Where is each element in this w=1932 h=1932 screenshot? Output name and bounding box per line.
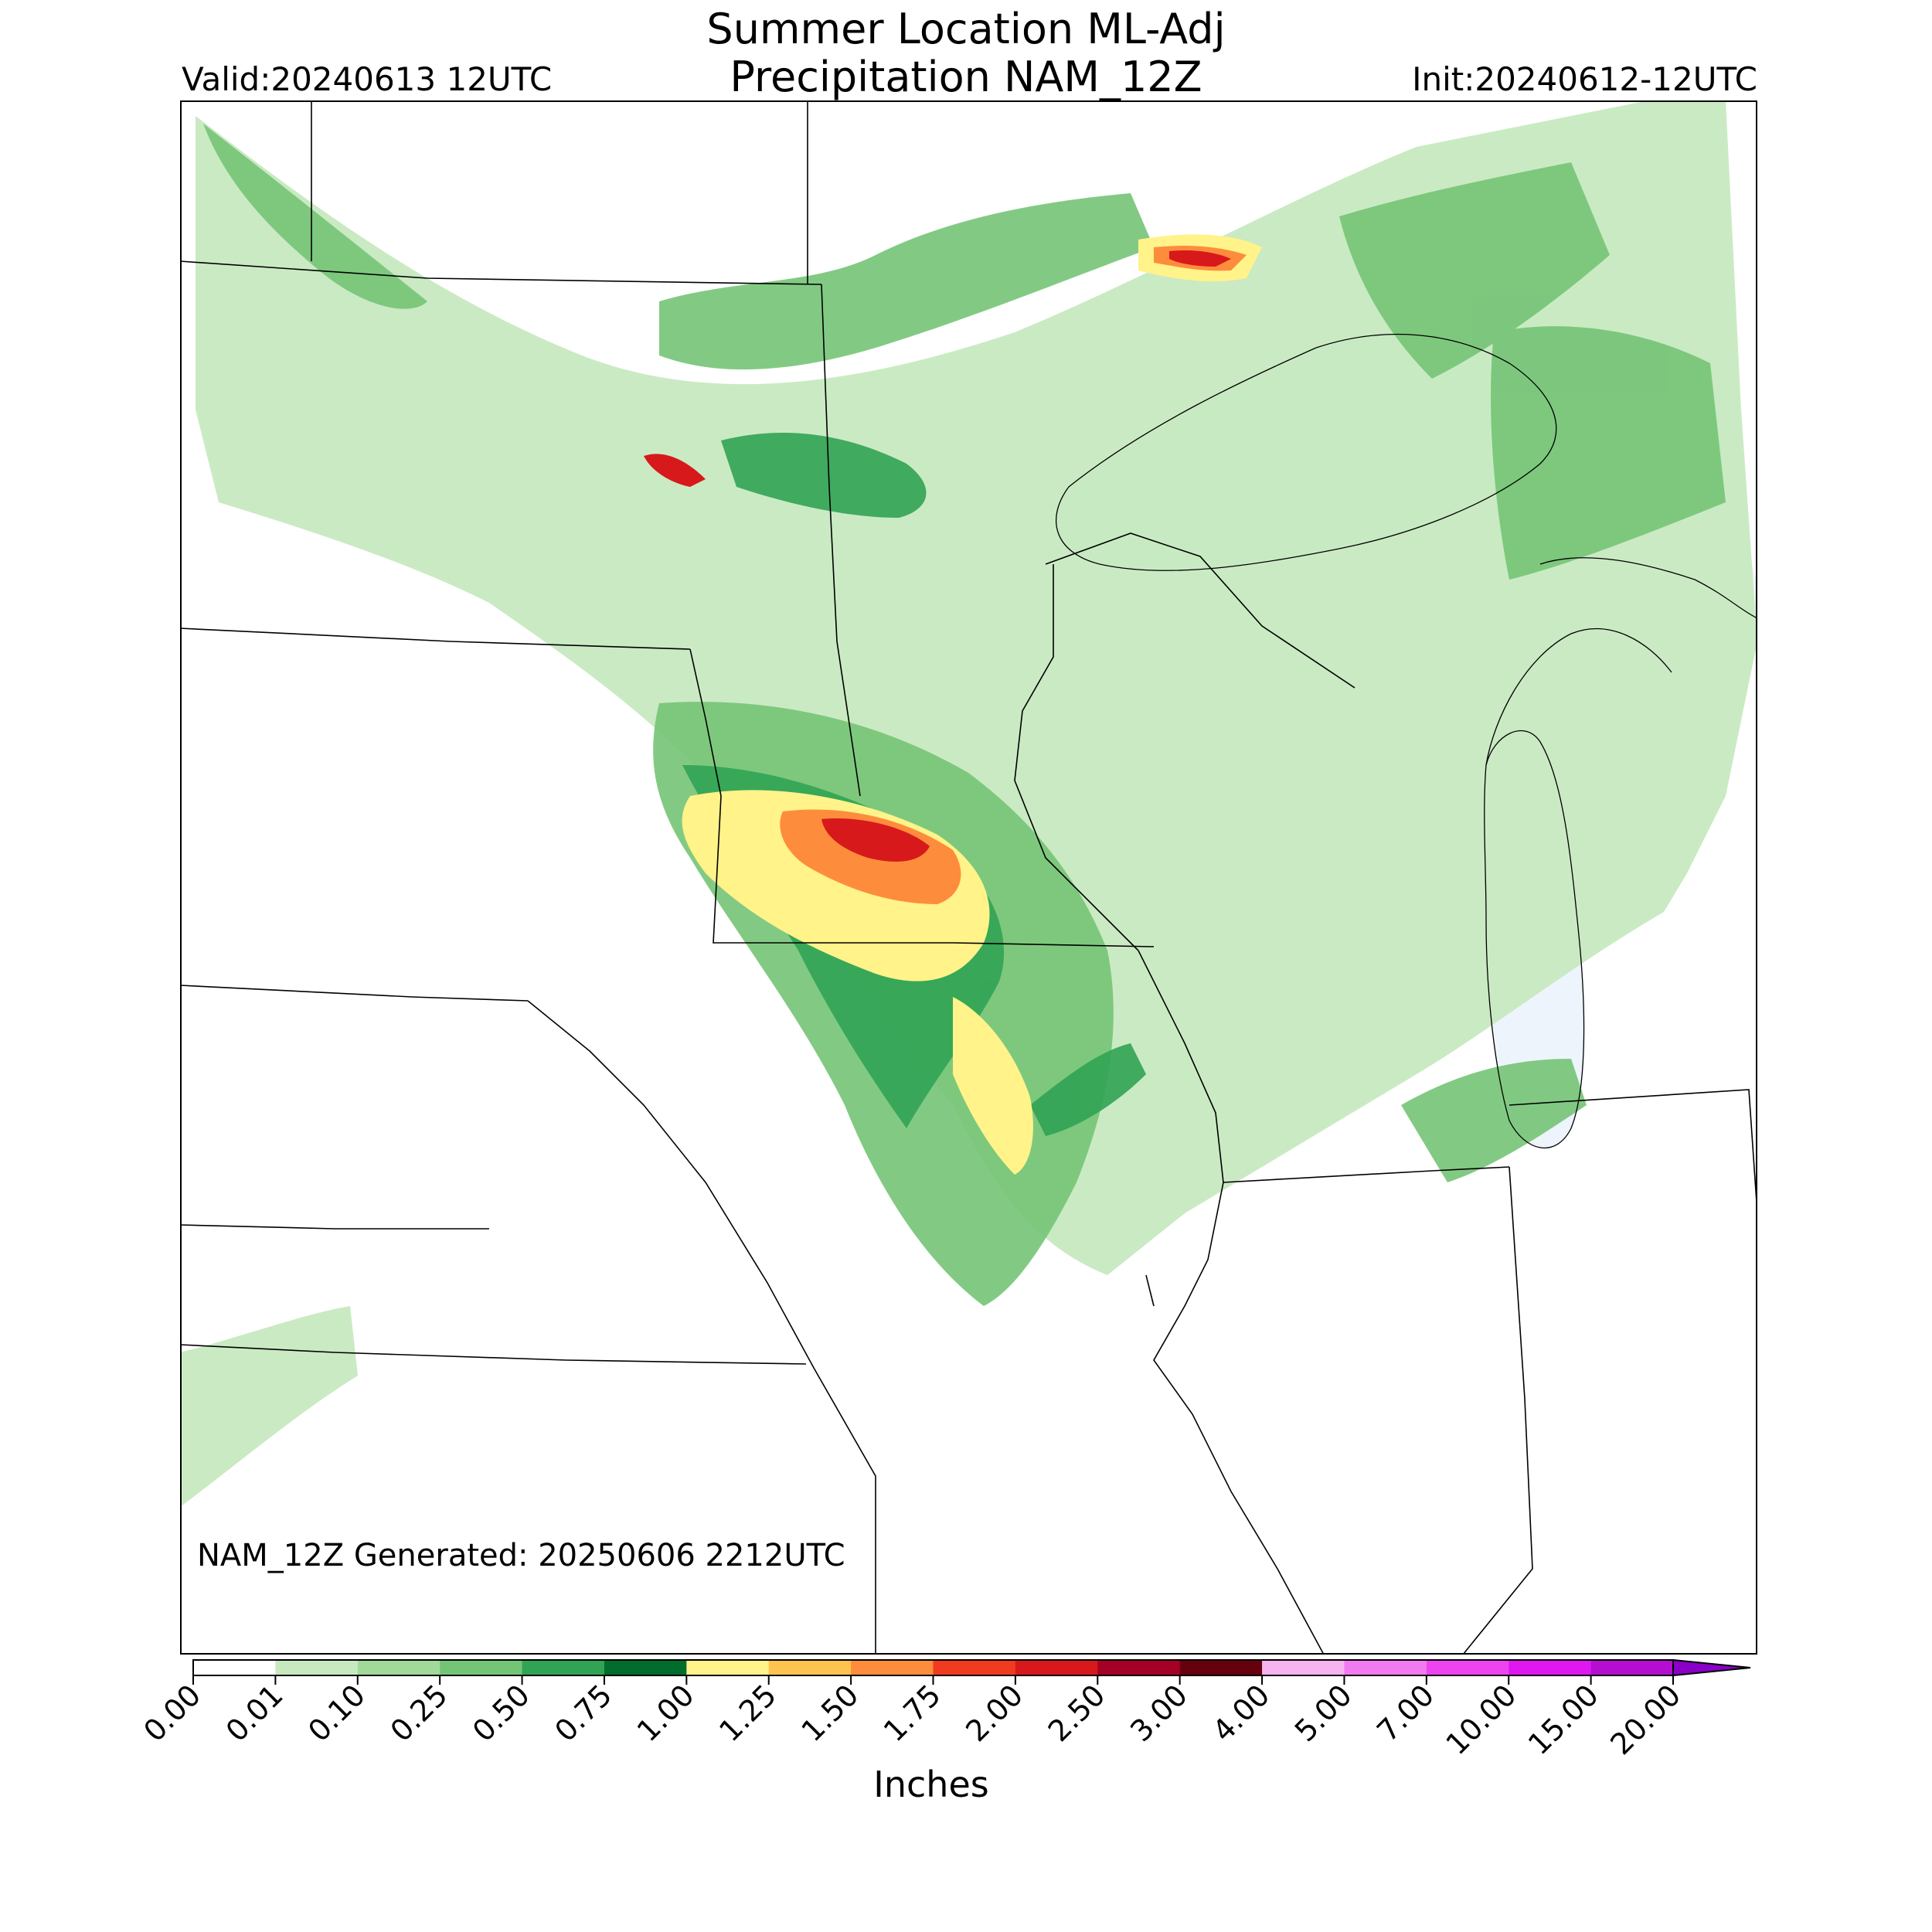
colorbar-tick-label: 1.50 — [795, 1678, 866, 1748]
colorbar-tick-label: 1.75 — [877, 1678, 947, 1748]
colorbar-cell — [440, 1660, 523, 1675]
colorbar-tick-label: 5.00 — [1288, 1678, 1359, 1748]
colorbar-tick-label: 2.50 — [1042, 1678, 1112, 1748]
valid-time-label: Valid:20240613 12UTC — [182, 60, 553, 98]
colorbar-tick-label: 0.50 — [466, 1678, 536, 1748]
colorbar-cell — [275, 1660, 359, 1675]
colorbar-cell — [933, 1660, 1016, 1675]
colorbar-tick-label: 3.00 — [1124, 1678, 1194, 1748]
colorbar-tick-label: 0.00 — [137, 1678, 207, 1748]
colorbar-tick-label: 0.75 — [548, 1678, 618, 1748]
colorbar-cell — [1097, 1660, 1181, 1675]
colorbar-tick-label: 0.10 — [301, 1678, 372, 1748]
colorbar-cell — [1509, 1660, 1592, 1675]
colorbar-tick-label: 2.00 — [959, 1678, 1029, 1748]
coastlines — [1056, 333, 1757, 1149]
colorbar-cell — [1262, 1660, 1345, 1675]
colorbar-ticks: 0.00 0.01 0.10 0.25 0.50 0.75 1.00 1.25 1.50 1.75… — [137, 1675, 1687, 1761]
colorbar-cell — [1179, 1660, 1263, 1675]
map-title-line1: Summer Location ML-Adj — [706, 5, 1226, 53]
colorbar-cell — [1344, 1660, 1427, 1675]
colorbar-cell — [1015, 1660, 1098, 1675]
colorbar-tick-label: 10.00 — [1440, 1678, 1523, 1761]
init-time-label: Init:20240612-12UTC — [1412, 60, 1757, 98]
precip-core-red — [644, 250, 1231, 862]
state-borders — [180, 100, 1757, 1655]
colorbar-cell — [1426, 1660, 1509, 1675]
colorbar-cell — [851, 1660, 934, 1675]
colorbar-cell — [604, 1660, 687, 1675]
colorbar-cell — [357, 1660, 440, 1675]
colorbar-extend-arrow — [1672, 1658, 1751, 1677]
colorbar-cell — [193, 1660, 276, 1675]
colorbar-tick-label: 1.25 — [713, 1678, 783, 1748]
generated-timestamp: NAM_12Z Generated: 20250606 2212UTC — [197, 1538, 845, 1573]
colorbar-outline — [192, 1659, 1674, 1676]
precip-light — [180, 100, 1757, 1507]
map-title-line2: Precipitation NAM_12Z — [730, 53, 1202, 101]
colorbar-tick-label: 15.00 — [1522, 1678, 1605, 1761]
colorbar-tick-label: 1.00 — [631, 1678, 701, 1748]
colorbar-cell — [768, 1660, 852, 1675]
colorbar-unit-label: Inches — [873, 1764, 989, 1805]
colorbar-tick-label: 0.25 — [384, 1678, 454, 1748]
precipitation-map — [180, 100, 1757, 1655]
colorbar-cell — [1590, 1660, 1674, 1675]
colorbar-tick-label: 0.01 — [219, 1678, 290, 1748]
colorbar-cell — [686, 1660, 770, 1675]
colorbar-tick-label: 4.00 — [1206, 1678, 1276, 1748]
colorbar-tick-label: 20.00 — [1604, 1678, 1687, 1761]
colorbar-cell — [522, 1660, 605, 1675]
colorbar-cells — [192, 1658, 1751, 1677]
colorbar-tick-label: 7.00 — [1370, 1678, 1440, 1748]
